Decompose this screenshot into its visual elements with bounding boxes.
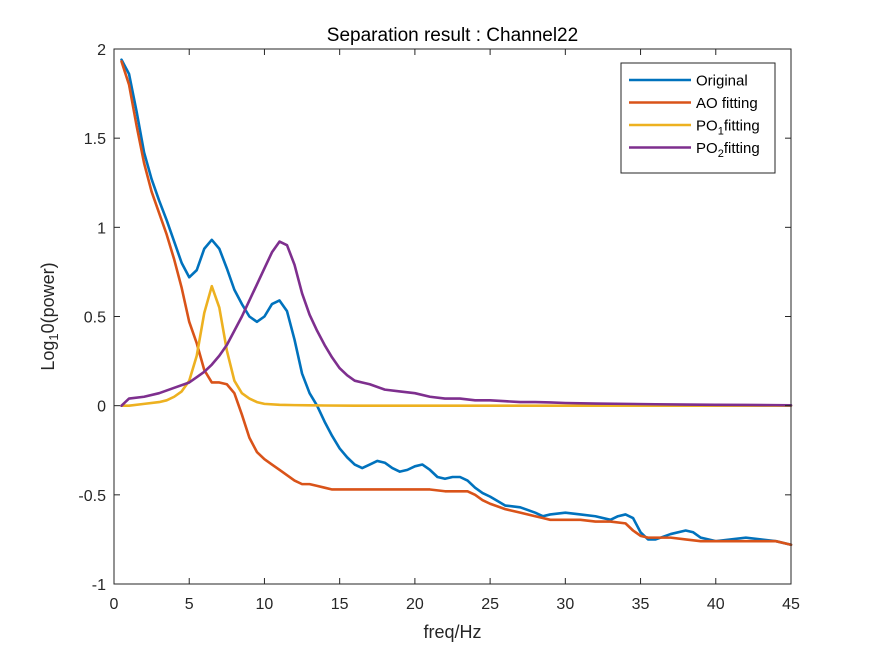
- x-tick-label: 5: [185, 596, 194, 613]
- legend-label-tail: fitting: [724, 140, 760, 157]
- x-tick-label: 35: [632, 596, 650, 613]
- y-tick-label: 0: [97, 399, 106, 416]
- legend-label-tail: fitting: [724, 118, 760, 135]
- legend-label-main: PO: [696, 140, 718, 157]
- x-tick-label: 10: [256, 596, 274, 613]
- legend-label-main: Original: [696, 73, 748, 90]
- y-axis-title-prefix: Log: [38, 341, 58, 371]
- tick-marks: [113, 48, 792, 585]
- legend-label-original: Original: [696, 73, 748, 90]
- y-tick-label: 2: [97, 42, 106, 59]
- legend-label-main: PO: [696, 118, 718, 135]
- legend-label-subscript: 1: [718, 126, 724, 138]
- y-axis-title-subscript: 1: [46, 333, 61, 340]
- x-tick-label: 15: [331, 596, 349, 613]
- y-tick-labels: -1 -0.5 0 0.5 1 1.5 2: [78, 42, 106, 594]
- series-line-original: [120, 58, 793, 547]
- y-tick-label: 1.5: [84, 131, 106, 148]
- y-axis-title-suffix: 0(power): [38, 262, 58, 333]
- x-axis-title: freq/Hz: [423, 622, 481, 642]
- x-tick-label: 20: [406, 596, 424, 613]
- legend-label-ao-fitting: AO fitting: [696, 95, 758, 112]
- legend-label-subscript: 2: [718, 148, 724, 160]
- x-tick-label: 45: [782, 596, 800, 613]
- x-tick-label: 30: [556, 596, 574, 613]
- y-tick-label: 0.5: [84, 310, 106, 327]
- legend-label-po1fitting: PO1fitting: [696, 118, 760, 138]
- series-line-po2fitting: [120, 240, 793, 407]
- legend-label-po2fitting: PO2fitting: [696, 140, 760, 160]
- chart-title: Separation result : Channel22: [327, 25, 578, 46]
- x-tick-labels: 0 5 10 15 20 25 30 35 40 45: [110, 596, 800, 613]
- series-line-ao-fitting: [120, 60, 793, 547]
- series-layer: [120, 58, 793, 547]
- y-axis-title: Log10(power): [38, 262, 61, 370]
- legend-box: [620, 62, 776, 174]
- x-tick-label: 25: [481, 596, 499, 613]
- x-tick-label: 0: [110, 596, 119, 613]
- y-tick-label: 1: [97, 220, 106, 237]
- y-tick-label: -1: [92, 577, 106, 594]
- x-tick-label: 40: [707, 596, 725, 613]
- legend-label-main: AO fitting: [696, 95, 758, 112]
- y-tick-label: -0.5: [78, 488, 106, 505]
- series-line-po1fitting: [120, 284, 793, 407]
